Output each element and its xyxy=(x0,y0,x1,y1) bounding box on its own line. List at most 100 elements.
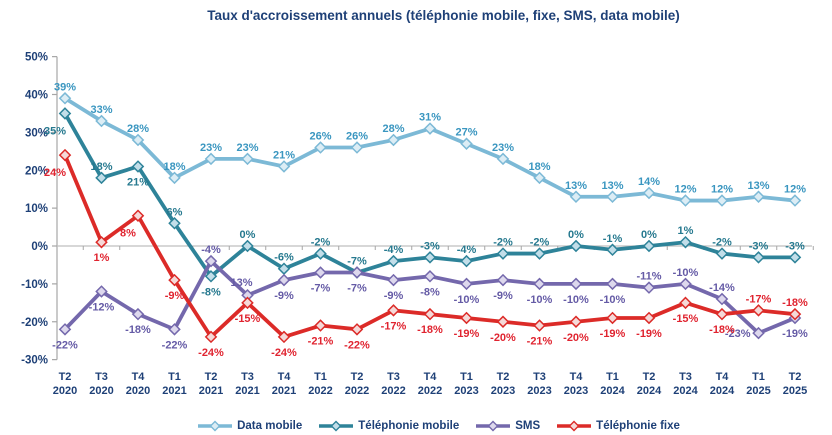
data-point xyxy=(606,190,619,204)
data-label: -8% xyxy=(201,286,221,298)
data-point xyxy=(496,152,510,166)
data-label: -10% xyxy=(673,267,699,279)
data-point xyxy=(204,270,218,283)
data-label: -22% xyxy=(162,339,188,351)
data-point xyxy=(533,171,546,185)
data-label: -4% xyxy=(384,244,404,256)
x-axis-tick-label: T4 2023 xyxy=(564,371,588,397)
x-axis-tick-label: T2 2020 xyxy=(53,371,77,397)
data-point xyxy=(131,133,145,147)
data-label: -7% xyxy=(347,283,367,295)
data-point xyxy=(204,330,218,344)
data-label: -21% xyxy=(308,336,334,348)
data-point xyxy=(752,251,765,264)
x-axis-tick-label: T2 2023 xyxy=(491,371,515,397)
data-point xyxy=(679,296,692,310)
legend-label: SMS xyxy=(515,420,541,432)
data-point xyxy=(131,209,145,222)
data-label: 26% xyxy=(346,131,368,143)
y-axis-tick-label: 10% xyxy=(25,203,48,215)
data-label: -3% xyxy=(420,240,440,252)
data-label: 23% xyxy=(200,142,222,154)
data-label: 21% xyxy=(127,176,149,188)
data-label: -3% xyxy=(785,240,805,252)
data-point xyxy=(752,304,765,317)
x-axis-tick-label: T2 2022 xyxy=(345,371,369,397)
x-axis-tick-label: T2 2021 xyxy=(199,371,223,397)
data-point xyxy=(423,251,437,264)
data-label: -20% xyxy=(563,332,589,344)
x-axis-labels: T2 2020 T3 2020 T4 2020 T1 2021 T2 2021 T3 2021 T4 20… xyxy=(53,371,807,397)
data-point xyxy=(496,315,510,329)
data-point xyxy=(752,326,765,340)
data-point xyxy=(168,323,181,336)
data-point xyxy=(679,277,692,291)
data-label: -11% xyxy=(636,271,661,283)
data-point xyxy=(58,107,72,120)
data-label: -24% xyxy=(271,347,297,359)
data-label: -2% xyxy=(311,237,331,249)
data-point xyxy=(460,254,473,268)
data-point xyxy=(95,171,108,185)
data-point xyxy=(58,92,72,105)
data-point xyxy=(95,235,108,249)
x-axis-tick-label: T1 2023 xyxy=(454,371,478,397)
data-label: -20% xyxy=(490,332,516,344)
data-point xyxy=(496,247,510,260)
data-point xyxy=(569,277,583,291)
data-label: 1% xyxy=(678,225,694,237)
data-point xyxy=(679,235,692,249)
data-point xyxy=(423,307,437,321)
data-point xyxy=(277,273,291,287)
data-label: -24% xyxy=(198,347,224,359)
data-point xyxy=(314,266,327,279)
chart-legend: Data mobile Téléphonie mobile SMS Téléphoni… xyxy=(55,420,822,432)
x-axis-tick-label: T3 2021 xyxy=(235,371,259,397)
legend-label: Data mobile xyxy=(237,420,303,432)
legend-line-marker-icon xyxy=(476,420,511,432)
data-label: 31% xyxy=(419,112,441,124)
data-point xyxy=(241,296,254,310)
y-axis-tick-label: 0% xyxy=(31,241,48,253)
data-point xyxy=(423,122,437,135)
data-point xyxy=(314,141,327,154)
data-point xyxy=(277,160,291,173)
data-point xyxy=(95,285,108,298)
data-label: 0% xyxy=(641,229,657,241)
data-point xyxy=(58,148,72,162)
y-axis: 50% 40% 30% 20% 10% 0% -10% -20% -30% xyxy=(21,52,58,367)
data-label: -2% xyxy=(530,237,550,249)
legend-line-marker-icon xyxy=(557,420,592,432)
data-label: 13% xyxy=(230,277,252,289)
data-label: -18% xyxy=(125,324,151,336)
data-point xyxy=(460,277,473,291)
legend-item-sms: SMS xyxy=(475,420,540,432)
data-point xyxy=(752,190,765,204)
data-point xyxy=(277,330,291,344)
legend-label: Téléphonie mobile xyxy=(358,420,460,432)
data-point xyxy=(788,194,802,207)
data-label: -21% xyxy=(527,336,553,348)
data-label: 27% xyxy=(455,127,477,139)
data-point xyxy=(168,171,181,185)
data-point xyxy=(241,239,254,253)
data-label: 14% xyxy=(638,176,660,188)
legend-line-marker-icon xyxy=(319,420,354,432)
data-point xyxy=(131,307,145,321)
legend-item-telephonie-mobile: Téléphonie mobile xyxy=(318,420,459,432)
x-axis-tick-label: T4 2021 xyxy=(272,371,296,397)
x-axis-tick-label: T1 2022 xyxy=(308,371,332,397)
data-point xyxy=(606,243,619,257)
data-label: -17% xyxy=(381,320,407,332)
data-label: 6% xyxy=(167,206,183,218)
data-label: -2% xyxy=(493,237,513,249)
data-label: 18% xyxy=(528,161,550,173)
data-label: -19% xyxy=(454,328,480,340)
data-label: 23% xyxy=(492,142,514,154)
data-point xyxy=(715,194,729,207)
data-label: -18% xyxy=(417,324,443,336)
data-point xyxy=(533,247,546,260)
y-axis-tick-label: 40% xyxy=(25,90,48,102)
legend-item-telephonie-fixe: Téléphonie fixe xyxy=(556,420,680,432)
data-label: 35% xyxy=(44,125,66,137)
